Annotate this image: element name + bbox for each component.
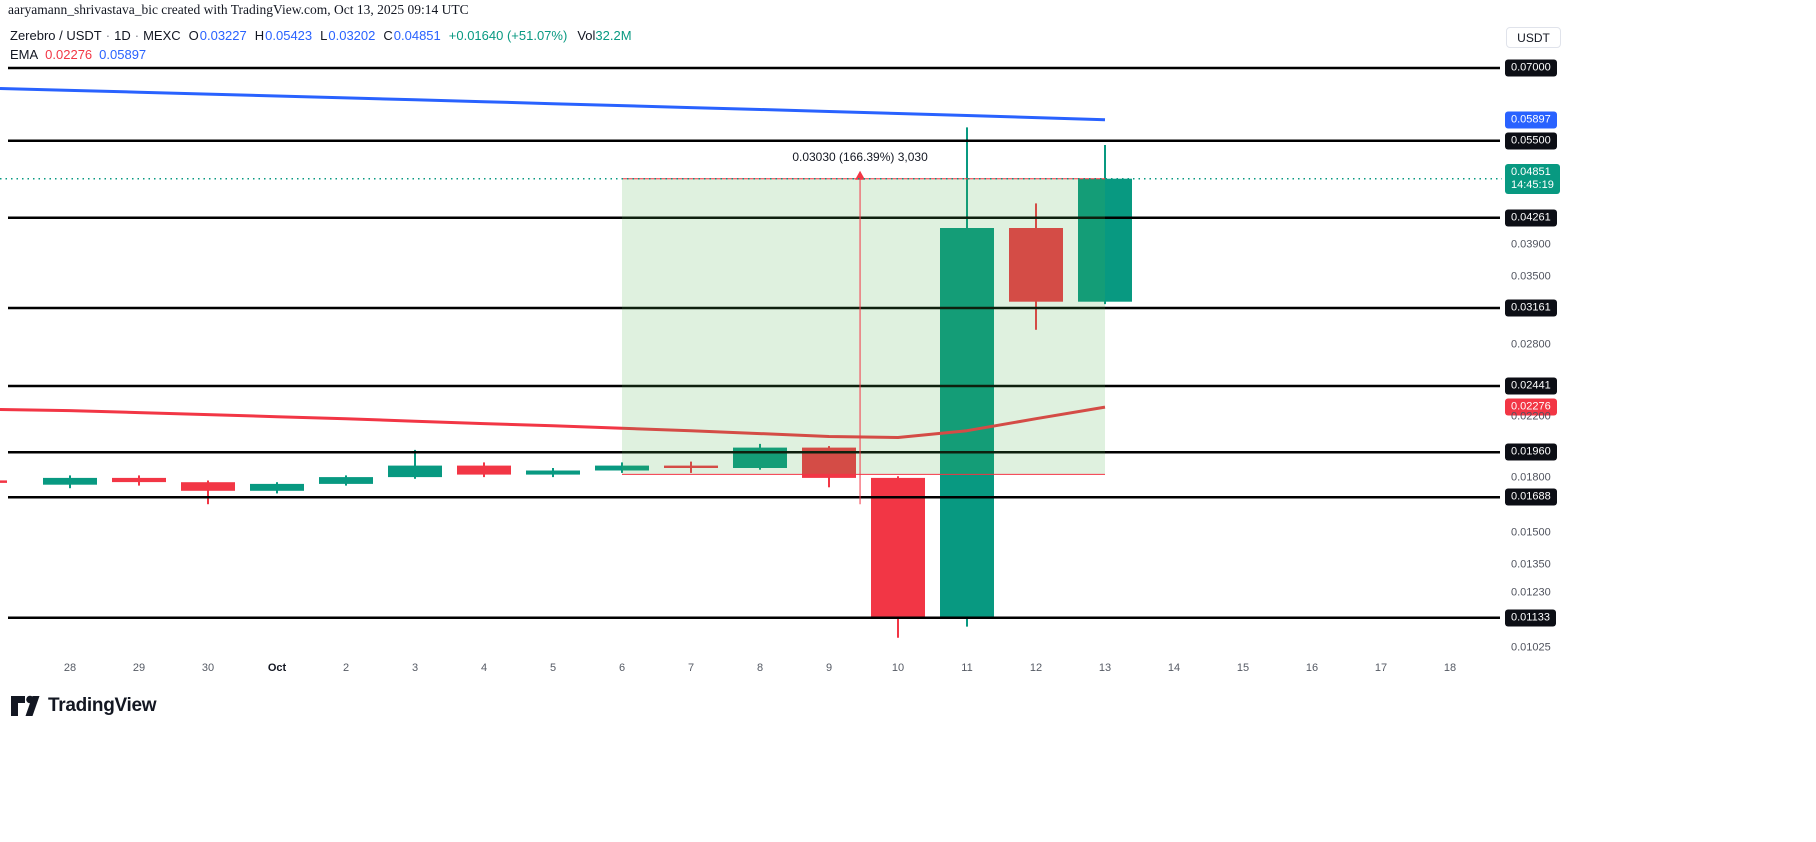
price-badge: 0.07000 [1505, 59, 1557, 77]
volume-label: Vol [577, 28, 596, 43]
price-badge: 0.05897 [1505, 111, 1557, 129]
partial-candle [0, 480, 7, 483]
price-axis-tick: 0.01025 [1511, 641, 1551, 654]
time-axis-label: 28 [63, 662, 77, 674]
open-letter: O [188, 28, 199, 43]
candle-body [871, 477, 925, 618]
ema-line-blue[interactable] [0, 87, 1106, 122]
long-position-profit-zone[interactable] [622, 178, 1105, 475]
time-axis-label: 13 [1098, 662, 1112, 674]
time-axis-label: 6 [618, 662, 626, 674]
interval-label[interactable]: 1D [114, 28, 131, 43]
legend-separator: · [134, 28, 140, 43]
price-badge: 0.01133 [1505, 609, 1556, 627]
chart-canvas[interactable] [0, 0, 1502, 656]
price-axis-tick: 0.03900 [1511, 238, 1551, 251]
symbol-title[interactable]: Zerebro / USDT [10, 28, 102, 43]
price-axis-tick: 0.01350 [1511, 558, 1551, 571]
candle-body [1078, 178, 1132, 302]
candle-body [250, 483, 304, 491]
volume-value: 32.2M [595, 28, 632, 43]
symbol-legend-row: Zerebro / USDT · 1D · MEXC O 0.03227 H 0.0… [10, 26, 632, 45]
candle-body [43, 477, 97, 485]
price-axis-tick: 0.01500 [1511, 526, 1551, 539]
time-axis-label: 14 [1167, 662, 1181, 674]
legend-separator: · [105, 28, 111, 43]
time-axis-label: 9 [825, 662, 833, 674]
time-axis-label: 4 [480, 662, 488, 674]
price-axis-tick: 0.01800 [1511, 471, 1551, 484]
price-axis-tick: 0.03500 [1511, 270, 1551, 283]
time-axis-label: 12 [1029, 662, 1043, 674]
price-badge: 0.02276 [1505, 398, 1557, 416]
time-axis-label: 3 [411, 662, 419, 674]
price-axis-tick: 0.02800 [1511, 338, 1551, 351]
candle-body [112, 477, 166, 483]
candle-body [181, 482, 235, 491]
candle-body [457, 465, 511, 475]
candle-body [388, 465, 442, 478]
time-axis-label: Oct [267, 662, 287, 674]
candle-body [664, 465, 718, 468]
time-axis-label: 15 [1236, 662, 1250, 674]
chart-legend: Zerebro / USDT · 1D · MEXC O 0.03227 H 0.0… [10, 26, 632, 64]
price-badge: 0.01688 [1505, 488, 1557, 506]
time-axis-label: 8 [756, 662, 764, 674]
change-value: +0.01640 (+51.07%) [448, 28, 568, 43]
time-axis-label: 7 [687, 662, 695, 674]
price-badge: 0.04261 [1505, 209, 1557, 227]
low-value: 0.03202 [328, 28, 376, 43]
time-axis-label: 18 [1443, 662, 1457, 674]
time-axis-label: 2 [342, 662, 350, 674]
high-value: 0.05423 [265, 28, 313, 43]
currency-usdt-button[interactable]: USDT [1506, 27, 1561, 48]
time-axis-label: 5 [549, 662, 557, 674]
ema-indicator-label[interactable]: EMA [10, 47, 39, 62]
time-axis[interactable]: 28 29 30 Oct 2 3 4 5 6 7 8 9 10 11 12 13 14 15 16 17 18 [0, 658, 1502, 684]
time-axis-label: 29 [132, 662, 146, 674]
attribution-text: aaryamann_shrivastava_bic created with T… [8, 2, 469, 17]
time-axis-label: 10 [891, 662, 905, 674]
ema-blue-value: 0.05897 [99, 47, 147, 62]
candle-body [940, 228, 994, 618]
price-badge: 0.02441 [1505, 377, 1557, 395]
candle-body [526, 470, 580, 475]
tradingview-logo-icon [10, 694, 40, 718]
time-axis-label: 30 [201, 662, 215, 674]
ema-line-red[interactable] [0, 405, 1106, 439]
position-tool-label[interactable]: 0.03030 (166.39%) 3,030 [792, 150, 928, 164]
price-badge: 0.04851 14:45:19 [1505, 163, 1560, 194]
price-axis-tick: 0.02200 [1511, 410, 1551, 423]
price-axis-tick: 0.01230 [1511, 586, 1551, 599]
time-axis-label: 11 [961, 662, 973, 674]
low-letter: L [320, 28, 328, 43]
close-value: 0.04851 [393, 28, 441, 43]
ema-legend-row: EMA 0.02276 0.05897 [10, 45, 632, 64]
price-badge: 0.01960 [1505, 443, 1557, 461]
candle-body [1009, 228, 1063, 302]
close-letter: C [383, 28, 393, 43]
candle-body [595, 465, 649, 471]
open-value: 0.03227 [199, 28, 247, 43]
time-axis-label: 17 [1374, 662, 1388, 674]
price-badge: 0.03161 [1505, 299, 1557, 317]
candle-body [319, 477, 373, 484]
price-axis[interactable]: 0.07000 0.05897 0.05500 0.04851 14:45:19 0.04… [1502, 0, 1572, 660]
tradingview-logo[interactable]: TradingView [10, 694, 157, 718]
tradingview-logo-text: TradingView [48, 695, 157, 716]
position-arrow-up-icon [855, 170, 866, 180]
time-axis-label: 16 [1305, 662, 1319, 674]
price-badge: 0.05500 [1505, 132, 1557, 150]
high-letter: H [254, 28, 265, 43]
exchange-label: MEXC [143, 28, 181, 43]
ema-red-value: 0.02276 [45, 47, 93, 62]
